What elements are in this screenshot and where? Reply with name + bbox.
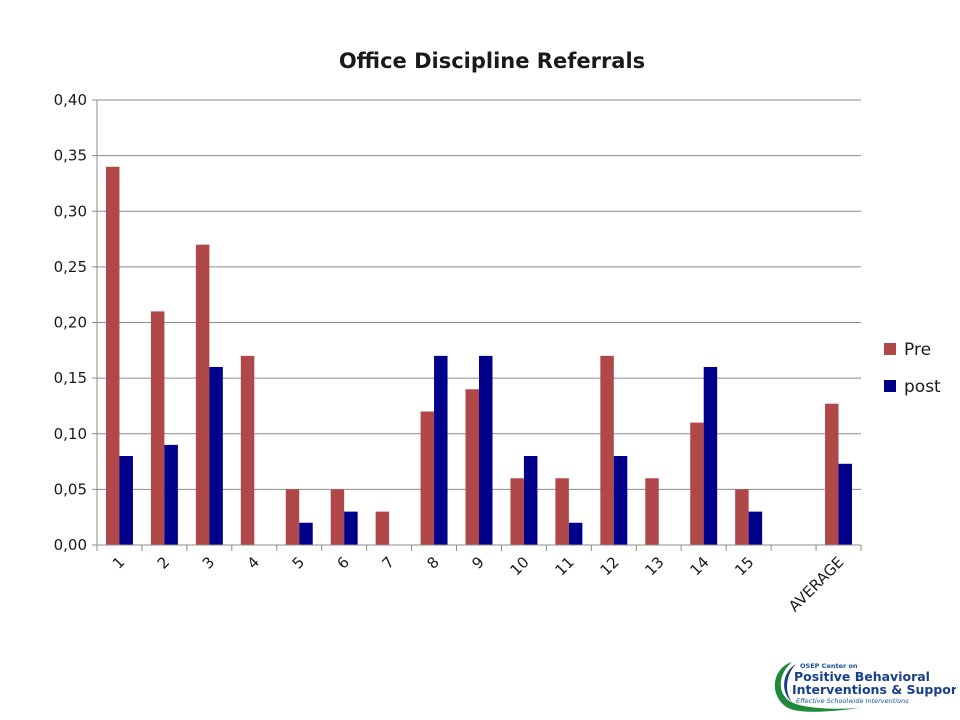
x-tick-label: 14 [686, 553, 712, 579]
bar-post [209, 367, 223, 545]
bar-post [703, 367, 718, 545]
bar-pre [510, 478, 524, 545]
x-tick-label: 13 [641, 553, 667, 579]
legend-swatch [884, 343, 896, 355]
x-tick-label: 5 [289, 553, 308, 572]
bar-pre [195, 244, 210, 545]
logo-line3: Interventions & Supports [792, 682, 956, 697]
x-tick-label: 12 [596, 553, 622, 579]
logo-line4: Effective Schoolwide Interventions [796, 697, 909, 705]
bar-post [119, 456, 133, 545]
legend-label: Pre [904, 340, 931, 360]
bars [105, 166, 853, 545]
y-tick-label: 0,20 [54, 314, 87, 332]
y-tick-label: 0,10 [54, 425, 87, 443]
bar-pre [735, 489, 749, 545]
bar-pre [240, 355, 255, 545]
y-tick-label: 0,05 [54, 480, 87, 498]
bar-post [748, 511, 763, 545]
x-tick-label: 15 [731, 553, 757, 579]
y-tick-label: 0,35 [54, 147, 87, 165]
bar-pre [285, 489, 300, 545]
bar-pre [420, 411, 435, 545]
x-tick-label: AVERAGE [785, 553, 847, 615]
legend-label: post [904, 377, 941, 397]
x-tick-label: 9 [468, 553, 487, 572]
x-tick-label: 6 [334, 553, 353, 572]
x-tick-label: 10 [507, 553, 533, 579]
bar-post [344, 511, 358, 545]
bar-pre [105, 166, 120, 545]
bar-post [838, 463, 853, 545]
bar-post [568, 522, 583, 545]
logo-line1: OSEP Center on [800, 662, 858, 670]
bar-pre [330, 489, 345, 545]
y-tick-label: 0,15 [54, 369, 87, 387]
bar-pre [555, 478, 569, 545]
x-tick-label: 4 [244, 553, 263, 572]
pbis-logo: OSEP Center on Positive Behavioral Inter… [774, 662, 956, 712]
x-tick-label: 2 [154, 553, 173, 572]
y-tick-label: 0,40 [54, 91, 87, 109]
bar-post [164, 444, 178, 545]
bar-pre [465, 389, 479, 545]
x-tick-label: 3 [199, 553, 218, 572]
x-tick-label: 1 [109, 553, 128, 572]
logo-swoosh-blue-icon [784, 664, 796, 702]
bar-post [299, 522, 313, 545]
bar-pre [600, 355, 614, 545]
y-tick-label: 0,30 [54, 202, 87, 220]
legend-swatch [884, 380, 896, 392]
bar-post [613, 456, 628, 545]
chart-title: Office Discipline Referrals [339, 49, 645, 73]
logo-swoosh-icon [774, 662, 860, 712]
bar-pre [690, 422, 704, 545]
bar-pre [150, 311, 165, 545]
bar-post [434, 355, 448, 545]
bar-post [479, 355, 493, 545]
bar-pre [375, 511, 390, 545]
x-tick-label: 8 [423, 553, 442, 572]
bar-pre [645, 478, 659, 545]
bar-post [523, 456, 538, 545]
x-tick-label: 7 [378, 553, 397, 572]
y-tick-label: 0,00 [54, 536, 87, 554]
logo-line2: Positive Behavioral [794, 669, 930, 684]
y-tick-label: 0,25 [54, 258, 87, 276]
x-tick-label: 11 [551, 553, 577, 579]
bar-pre [825, 403, 839, 545]
legend: Pre post [884, 340, 941, 397]
